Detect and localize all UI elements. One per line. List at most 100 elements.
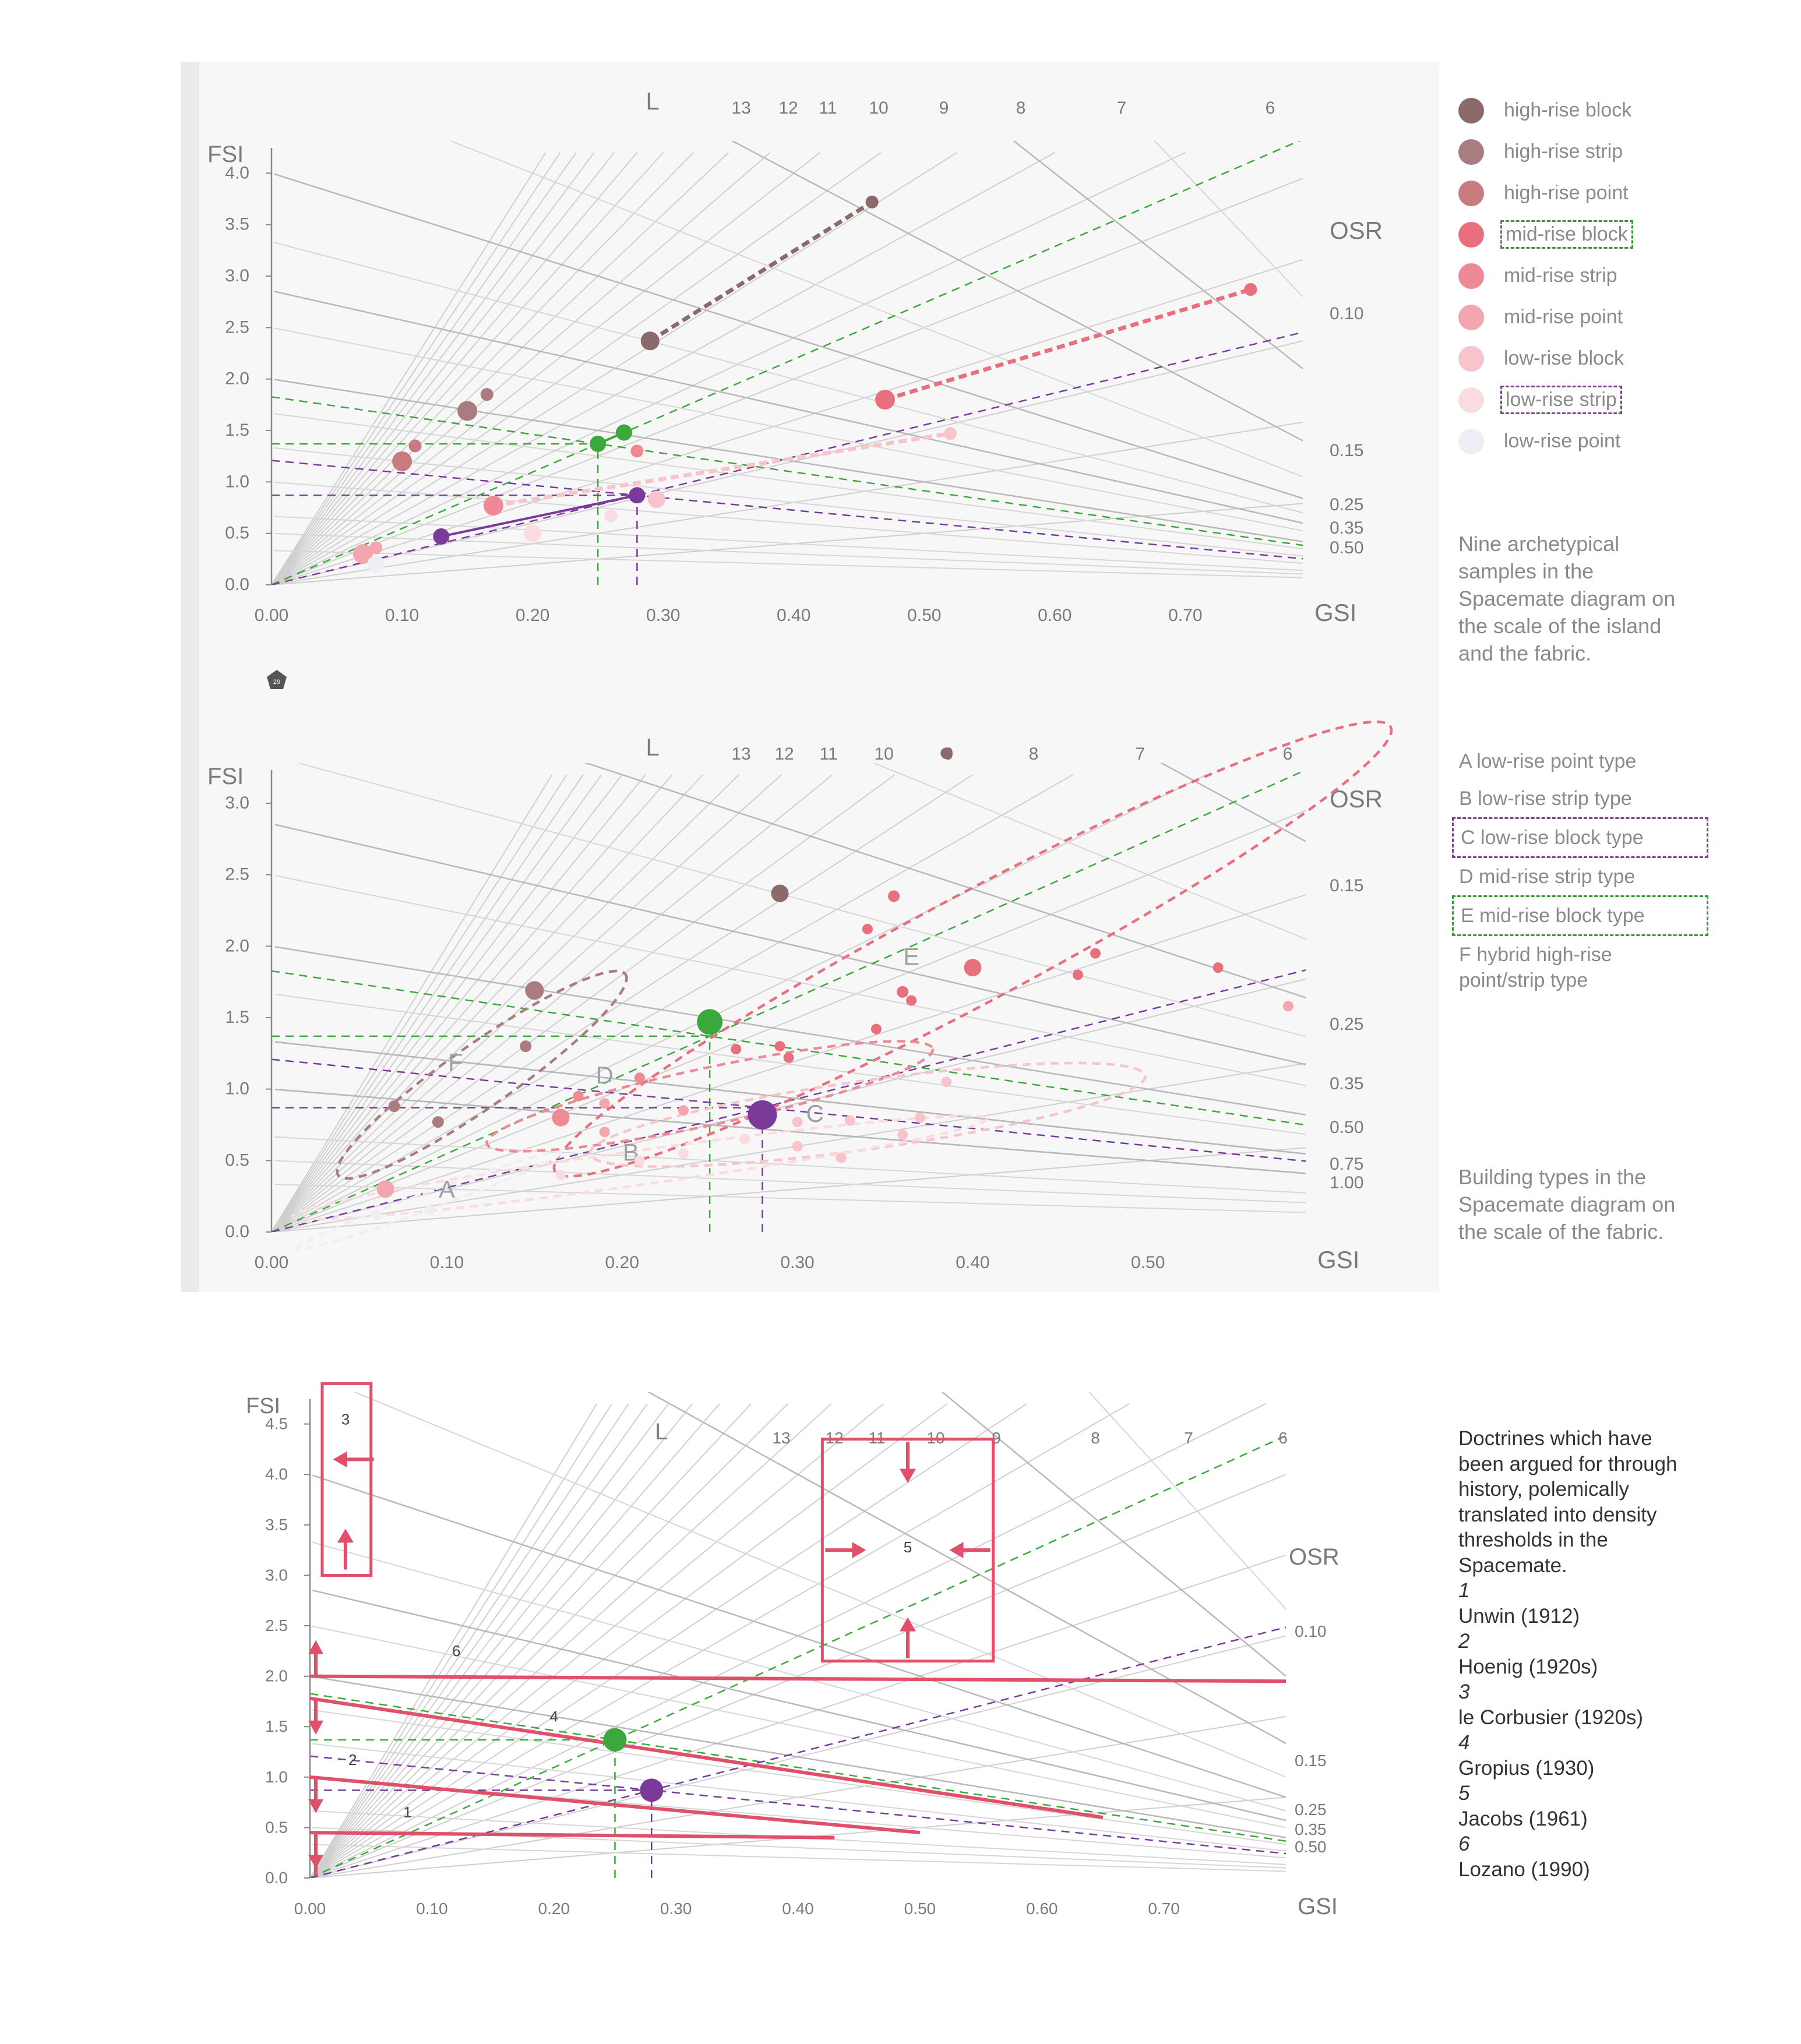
plot-area bbox=[272, 141, 1303, 585]
sample-point bbox=[388, 1100, 400, 1113]
l-value-label: 12 bbox=[774, 744, 794, 764]
y-tick-label: 2.5 bbox=[225, 865, 249, 884]
ref-osr-dashed bbox=[272, 970, 1306, 1126]
y-tick-label: 0.0 bbox=[225, 1222, 249, 1241]
sample-point bbox=[353, 544, 373, 564]
sample-point bbox=[525, 981, 544, 1000]
osr-curve bbox=[312, 1844, 1287, 1872]
doctrine-threshold-line bbox=[309, 1831, 835, 1840]
sample-point bbox=[915, 1112, 926, 1123]
sample-point bbox=[480, 388, 494, 401]
l-line bbox=[272, 1147, 1306, 1232]
x-tick-label: 0.70 bbox=[1148, 1900, 1180, 1918]
sample-point bbox=[408, 439, 422, 453]
osr-curve bbox=[297, 763, 1306, 1037]
osr-curve bbox=[274, 516, 1303, 571]
sample-point bbox=[433, 528, 450, 545]
l-line bbox=[310, 1403, 648, 1878]
y-tick-label: 1.0 bbox=[225, 472, 249, 491]
osr-curve bbox=[872, 763, 1306, 940]
osr-curve bbox=[274, 413, 1303, 550]
sample-point bbox=[457, 401, 478, 421]
sample-point bbox=[739, 1134, 750, 1145]
ref-l-dashed bbox=[310, 1626, 1287, 1878]
osr-value-label: 0.35 bbox=[1295, 1820, 1327, 1838]
sample-point bbox=[1282, 1001, 1294, 1012]
l-value-label: 6 bbox=[1283, 744, 1293, 764]
l-line bbox=[272, 152, 638, 585]
type-letter-label: A bbox=[439, 1175, 455, 1203]
l-value-label: 13 bbox=[731, 744, 750, 764]
x-tick-label: 0.50 bbox=[904, 1900, 936, 1918]
sample-point bbox=[906, 995, 917, 1006]
sample-point bbox=[371, 1209, 382, 1220]
sample-point bbox=[865, 195, 879, 209]
type-item: A low-rise point type bbox=[1459, 750, 1637, 772]
osr-value-label: 0.75 bbox=[1330, 1155, 1363, 1174]
l-line bbox=[272, 152, 957, 585]
doctrine-arrow-icon bbox=[337, 1528, 354, 1543]
l-line bbox=[272, 774, 568, 1232]
sample-point bbox=[369, 541, 383, 555]
l-line bbox=[310, 1403, 693, 1878]
y-tick-label: 3.0 bbox=[225, 266, 249, 285]
doctrine-box-number: 5 bbox=[904, 1538, 912, 1556]
l-line bbox=[272, 503, 1303, 585]
osr-axis-title: OSR bbox=[1330, 217, 1383, 244]
legend-label: mid-rise point bbox=[1504, 306, 1623, 328]
osr-curve bbox=[1013, 141, 1303, 369]
sample-point bbox=[964, 959, 982, 977]
l-line bbox=[310, 1403, 947, 1878]
ref-osr-dashed bbox=[310, 1693, 1287, 1842]
sample-point bbox=[897, 1129, 908, 1141]
sample-point bbox=[367, 555, 385, 573]
sample-point bbox=[944, 427, 957, 440]
x-tick-label: 0.60 bbox=[1038, 606, 1072, 625]
doctrine-name: Hoenig (1920s) bbox=[1458, 1655, 1598, 1678]
y-tick-label: 1.0 bbox=[265, 1768, 288, 1786]
x-tick-label: 0.70 bbox=[1168, 606, 1202, 625]
doctrine-number: 6 bbox=[1458, 1833, 1470, 1855]
osr-value-label: 0.25 bbox=[1330, 495, 1363, 514]
legend-label: high-rise strip bbox=[1504, 140, 1623, 163]
l-line bbox=[272, 152, 577, 585]
x-tick-label: 0.20 bbox=[516, 606, 549, 625]
x-tick-label: 0.00 bbox=[294, 1900, 326, 1918]
l-line bbox=[272, 152, 664, 585]
l-line bbox=[310, 1554, 1287, 1878]
l-line bbox=[272, 774, 782, 1232]
chart1-caption: Nine archetypical samples in the Spacema… bbox=[1458, 532, 1676, 665]
l-value-label: 6 bbox=[1278, 1429, 1288, 1447]
x-tick-label: 0.10 bbox=[416, 1900, 448, 1918]
x-tick-label: 0.00 bbox=[255, 606, 288, 625]
osr-curve bbox=[312, 1474, 1287, 1798]
doctrine-arrow-icon bbox=[308, 1640, 323, 1654]
x-axis-title: GSI bbox=[1298, 1894, 1338, 1919]
sample-range-line bbox=[648, 200, 873, 343]
type-letter-label: E bbox=[903, 942, 919, 970]
sample-point bbox=[1244, 283, 1257, 296]
doctrine-arrow-icon bbox=[949, 1542, 964, 1559]
sample-point bbox=[647, 490, 665, 509]
doctrine-arrow-icon bbox=[899, 1617, 916, 1632]
osr-curve bbox=[274, 173, 1303, 499]
osr-curve bbox=[274, 1041, 1306, 1155]
x-tick-label: 0.20 bbox=[538, 1900, 570, 1918]
doctrines-list: Doctrines which have been argued for thr… bbox=[1458, 1426, 1680, 1882]
l-line bbox=[272, 774, 584, 1232]
legend-label: low-rise block bbox=[1504, 347, 1624, 369]
ref-l-dashed bbox=[272, 769, 1306, 1232]
osr-curve bbox=[312, 1541, 1287, 1812]
osr-curve bbox=[312, 1589, 1287, 1821]
sample-point bbox=[731, 1044, 742, 1054]
l-line bbox=[272, 421, 1303, 585]
y-tick-label: 2.0 bbox=[225, 369, 249, 389]
legend-swatch bbox=[1458, 428, 1484, 454]
osr-curve bbox=[731, 141, 1303, 442]
sample-point bbox=[774, 1041, 785, 1052]
type-item: F hybrid high-rise point/strip type bbox=[1459, 944, 1612, 991]
legend-item: mid-rise point bbox=[1458, 296, 1635, 338]
osr-value-label: 0.35 bbox=[1330, 1074, 1363, 1093]
sample-range-line bbox=[440, 494, 637, 538]
osr-value-label: 0.25 bbox=[1330, 1015, 1363, 1034]
